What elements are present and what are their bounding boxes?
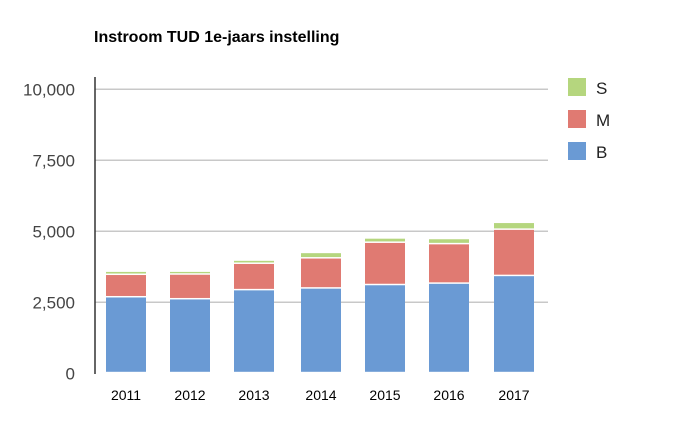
- legend-label-M: M: [596, 111, 610, 130]
- x-tick-label: 2011: [111, 387, 141, 403]
- x-tick-label: 2017: [498, 387, 529, 403]
- bar-B-2017: [494, 276, 534, 372]
- legend-swatch-M: [568, 110, 586, 128]
- bar-S-2017: [494, 223, 534, 229]
- bar-B-2015: [365, 285, 405, 372]
- bar-M-2016: [429, 244, 469, 283]
- bar-M-2011: [106, 275, 146, 296]
- bar-S-2011: [106, 271, 146, 274]
- bar-M-2013: [234, 263, 274, 289]
- bar-S-2013: [234, 260, 274, 263]
- bar-S-2016: [429, 239, 469, 243]
- bar-B-2014: [301, 288, 341, 372]
- bar-M-2015: [365, 242, 405, 284]
- bar-M-2014: [301, 258, 341, 288]
- x-tick-label: 2013: [238, 387, 269, 403]
- bar-M-2017: [494, 229, 534, 275]
- legend-swatch-B: [568, 142, 586, 160]
- bar-B-2011: [106, 297, 146, 372]
- legend-label-S: S: [596, 79, 607, 98]
- y-tick-label: 10,000: [23, 80, 75, 99]
- bar-B-2012: [170, 299, 210, 372]
- y-tick-label: 0: [66, 364, 75, 383]
- chart-title: Instroom TUD 1e-jaars instelling: [94, 29, 339, 46]
- legend-label-B: B: [596, 143, 607, 162]
- x-tick-label: 2015: [369, 387, 400, 403]
- bar-S-2012: [170, 271, 210, 274]
- legend-swatch-S: [568, 78, 586, 96]
- x-tick-label: 2012: [174, 387, 205, 403]
- y-tick-label: 5,000: [32, 222, 75, 241]
- y-tick-label: 7,500: [32, 151, 75, 170]
- x-tick-label: 2016: [433, 387, 464, 403]
- bar-M-2012: [170, 274, 210, 298]
- bar-B-2016: [429, 283, 469, 372]
- bar-S-2014: [301, 253, 341, 258]
- bar-B-2013: [234, 290, 274, 372]
- x-tick-label: 2014: [305, 387, 336, 403]
- bar-S-2015: [365, 238, 405, 242]
- y-tick-label: 2,500: [32, 293, 75, 312]
